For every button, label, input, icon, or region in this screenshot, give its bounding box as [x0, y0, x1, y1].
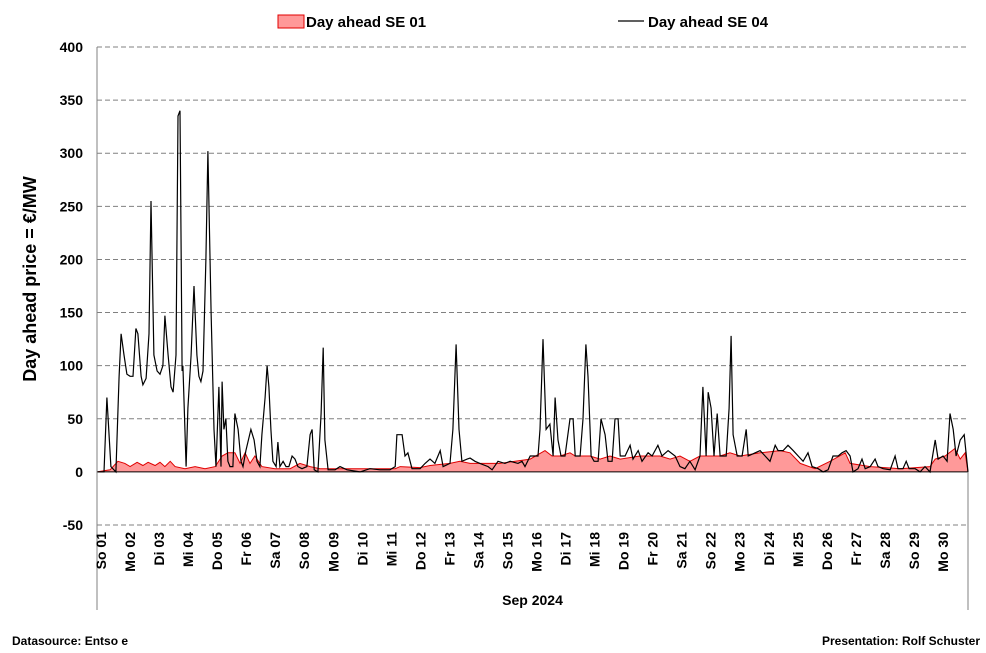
- x-tick-label: So 29: [906, 532, 922, 570]
- y-tick-label: 100: [60, 358, 84, 374]
- x-tick-label: Mo 23: [732, 532, 748, 572]
- x-tick-label: Do 26: [819, 532, 835, 570]
- x-tick-label: Mo 16: [529, 532, 545, 572]
- x-tick-label: Sa 07: [267, 532, 283, 569]
- x-axis-label: Sep 2024: [502, 592, 563, 608]
- x-tick-label: Fr 06: [238, 532, 254, 566]
- series-line-se04: [97, 110, 969, 474]
- x-tick-label: So 15: [499, 532, 515, 570]
- x-tick-label: So 01: [93, 532, 109, 570]
- x-tick-label: Mi 18: [587, 532, 603, 567]
- datasource-note: Datasource: Entso e: [12, 634, 129, 648]
- x-tick-label: Mi 25: [790, 532, 806, 567]
- y-tick-label: 300: [60, 145, 84, 161]
- x-tick-label: Fr 20: [645, 532, 661, 566]
- x-tick-label: Sa 21: [674, 532, 690, 569]
- x-tick-label: Do 12: [412, 532, 428, 570]
- y-tick-label: 200: [60, 251, 84, 267]
- y-tick-label: 250: [60, 198, 84, 214]
- y-tick-label: 350: [60, 92, 84, 108]
- legend-swatch-se01: [277, 14, 305, 29]
- y-tick-label: 0: [75, 464, 83, 480]
- legend-label-se01: Day ahead SE 01: [306, 14, 426, 31]
- x-tick-label: Do 19: [616, 532, 632, 570]
- x-tick-label: Mi 11: [383, 532, 399, 566]
- x-tick-label: Mo 09: [325, 532, 341, 572]
- x-tick-label: Fr 27: [848, 532, 864, 566]
- x-tick-label: Mi 04: [180, 532, 196, 567]
- x-tick-label: Di 17: [558, 532, 574, 566]
- x-tick-label: Sa 28: [877, 532, 893, 569]
- y-tick-label: 400: [60, 39, 84, 55]
- x-tick-label: Sa 14: [470, 532, 486, 569]
- x-tick-label: Do 05: [209, 532, 225, 570]
- x-tick-label: Di 10: [354, 532, 370, 566]
- x-tick-label: So 08: [296, 532, 312, 570]
- series-area-se01: [97, 448, 968, 472]
- presentation-credit: Presentation: Rolf Schuster: [821, 634, 980, 648]
- x-tick-label: Di 24: [761, 532, 777, 566]
- y-tick-label: 50: [67, 411, 83, 427]
- x-tick-label: Mo 30: [935, 532, 951, 572]
- x-tick-label: Di 03: [151, 532, 167, 566]
- y-tick-label: 150: [60, 305, 84, 321]
- x-tick-label: Mo 02: [122, 532, 138, 572]
- x-tick-label: Fr 13: [441, 532, 457, 566]
- series-outline-se01: [96, 447, 969, 473]
- y-axis-label: Day ahead price = €/MW: [20, 176, 40, 382]
- y-tick-label: -50: [63, 517, 83, 533]
- x-tick-label: So 22: [703, 532, 719, 570]
- legend-label-se04: Day ahead SE 04: [648, 14, 769, 31]
